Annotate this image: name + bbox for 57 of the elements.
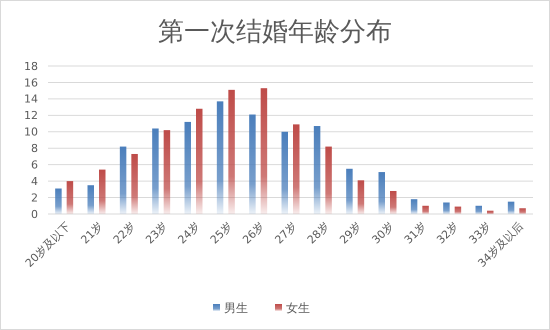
bar bbox=[454, 206, 462, 214]
bar bbox=[325, 146, 332, 214]
bar bbox=[55, 188, 62, 214]
bar bbox=[508, 202, 514, 214]
y-tick-label: 16 bbox=[24, 76, 38, 90]
x-tick-label: 32岁 bbox=[434, 220, 462, 247]
bar bbox=[410, 199, 418, 214]
legend-label: 男生 bbox=[224, 301, 248, 316]
x-tick-label: 33岁 bbox=[466, 220, 494, 247]
bar bbox=[184, 122, 191, 214]
bar bbox=[131, 154, 138, 214]
bar bbox=[422, 206, 429, 214]
bar bbox=[346, 168, 353, 214]
bar bbox=[228, 90, 235, 214]
y-tick-label: 18 bbox=[24, 60, 38, 73]
y-tick-label: 12 bbox=[24, 109, 38, 122]
bar bbox=[519, 208, 526, 214]
x-tick-label: 31岁 bbox=[402, 220, 429, 247]
y-tick-label: 14 bbox=[24, 92, 38, 106]
bar bbox=[88, 185, 94, 214]
bar bbox=[314, 126, 320, 214]
bar bbox=[282, 132, 288, 214]
x-tick-label: 22岁 bbox=[110, 220, 138, 247]
bar bbox=[120, 146, 126, 214]
bar bbox=[99, 170, 106, 214]
bar bbox=[249, 114, 256, 214]
x-tick-label: 30岁 bbox=[369, 220, 396, 247]
bar bbox=[487, 210, 494, 214]
x-tick-label: 20岁及以下 bbox=[22, 220, 74, 270]
x-tick-label: 24岁 bbox=[175, 220, 202, 247]
bar bbox=[164, 130, 170, 214]
bar bbox=[390, 190, 396, 214]
bar bbox=[216, 101, 224, 214]
y-tick-label: 8 bbox=[31, 142, 38, 156]
y-tick-label: 6 bbox=[31, 158, 38, 172]
x-tick-label: 25岁 bbox=[208, 220, 235, 247]
y-tick-label: 10 bbox=[24, 126, 38, 139]
bar bbox=[66, 181, 74, 214]
bar bbox=[358, 180, 364, 214]
x-tick-label: 27岁 bbox=[272, 220, 300, 247]
chart-title: 第一次结婚年龄分布 bbox=[158, 17, 392, 47]
y-tick-label: 2 bbox=[31, 191, 38, 204]
bar bbox=[443, 202, 450, 214]
legend-label: 女生 bbox=[286, 301, 310, 316]
y-tick-label: 4 bbox=[31, 174, 38, 188]
bar bbox=[293, 124, 300, 214]
bar bbox=[476, 206, 482, 214]
bar bbox=[152, 128, 159, 214]
y-tick-label: 0 bbox=[31, 208, 38, 221]
bar bbox=[196, 108, 202, 214]
x-tick-label: 26岁 bbox=[240, 220, 268, 247]
bar bbox=[378, 172, 385, 214]
x-tick-label: 29岁 bbox=[337, 220, 364, 247]
bar bbox=[260, 88, 268, 214]
x-tick-label: 23岁 bbox=[143, 220, 170, 247]
x-tick-label: 28岁 bbox=[304, 220, 332, 247]
x-tick-label: 21岁 bbox=[78, 220, 106, 247]
